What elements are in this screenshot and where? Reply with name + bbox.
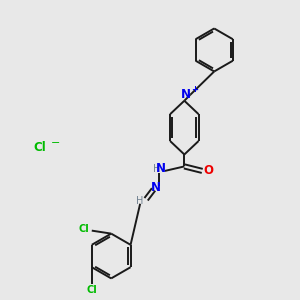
Text: N: N (156, 162, 166, 175)
Text: N: N (181, 88, 191, 101)
Text: Cl: Cl (33, 140, 46, 154)
Text: O: O (204, 164, 214, 177)
Text: +: + (191, 85, 198, 94)
Text: −: − (51, 137, 61, 148)
Text: H: H (153, 164, 160, 173)
Text: Cl: Cl (86, 285, 97, 295)
Text: Cl: Cl (79, 224, 90, 234)
Text: H: H (136, 196, 143, 206)
Text: N: N (150, 181, 161, 194)
